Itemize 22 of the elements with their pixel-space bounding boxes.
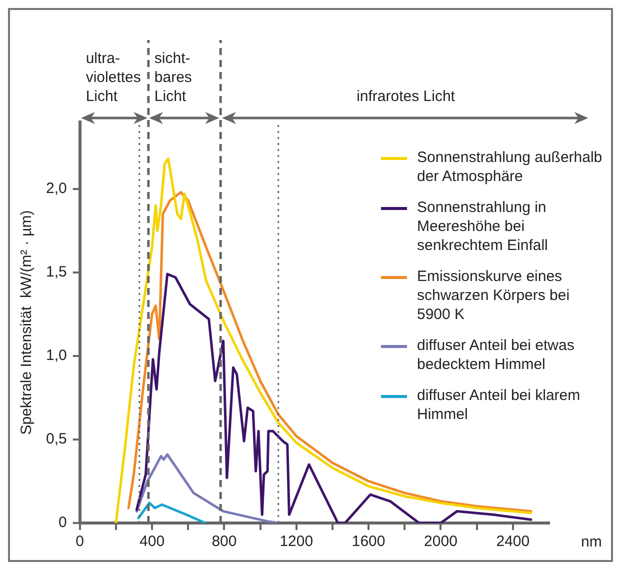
- y-tick-label: 0: [58, 514, 67, 532]
- y-axis-title: Spektrale Intensität kW/(m² · µm): [18, 210, 36, 435]
- text: infrarotes Licht: [356, 87, 456, 106]
- x-tick-label: 1600: [352, 533, 386, 550]
- x-tick-label: 800: [212, 533, 237, 550]
- x-axis-title: nm: [581, 534, 602, 551]
- x-tick-label: 0: [76, 533, 84, 550]
- y-tick-label: 2,0: [46, 180, 67, 197]
- y-tick-label: 1,0: [46, 347, 67, 364]
- legend-label: diffuser Anteil bei klarem Himmel: [417, 386, 582, 424]
- x-tick-label: 2000: [424, 533, 458, 550]
- text: ultra-violettes Licht: [86, 49, 142, 106]
- legend-label: diffuser Anteil bei etwas bedecktem Himmel: [417, 336, 576, 374]
- legend-label: Sonnenstrahlung außerhalb der Atmosphäre: [417, 148, 603, 186]
- x-tick-label: 1200: [280, 533, 314, 550]
- legend-label: Emissionskurve eines schwarzen Körpers bei 5900 K: [417, 267, 571, 324]
- x-tick-label: 2400: [496, 533, 530, 550]
- y-tick-label: 0,5: [46, 430, 67, 448]
- x-tick-label: 400: [140, 533, 165, 550]
- y-tick-label: 1,5: [46, 264, 67, 281]
- text: sicht-bares Licht: [154, 49, 193, 106]
- legend-label: Sonnenstrahlung in Meereshöhe bei senkrechtem Einfall: [417, 198, 549, 255]
